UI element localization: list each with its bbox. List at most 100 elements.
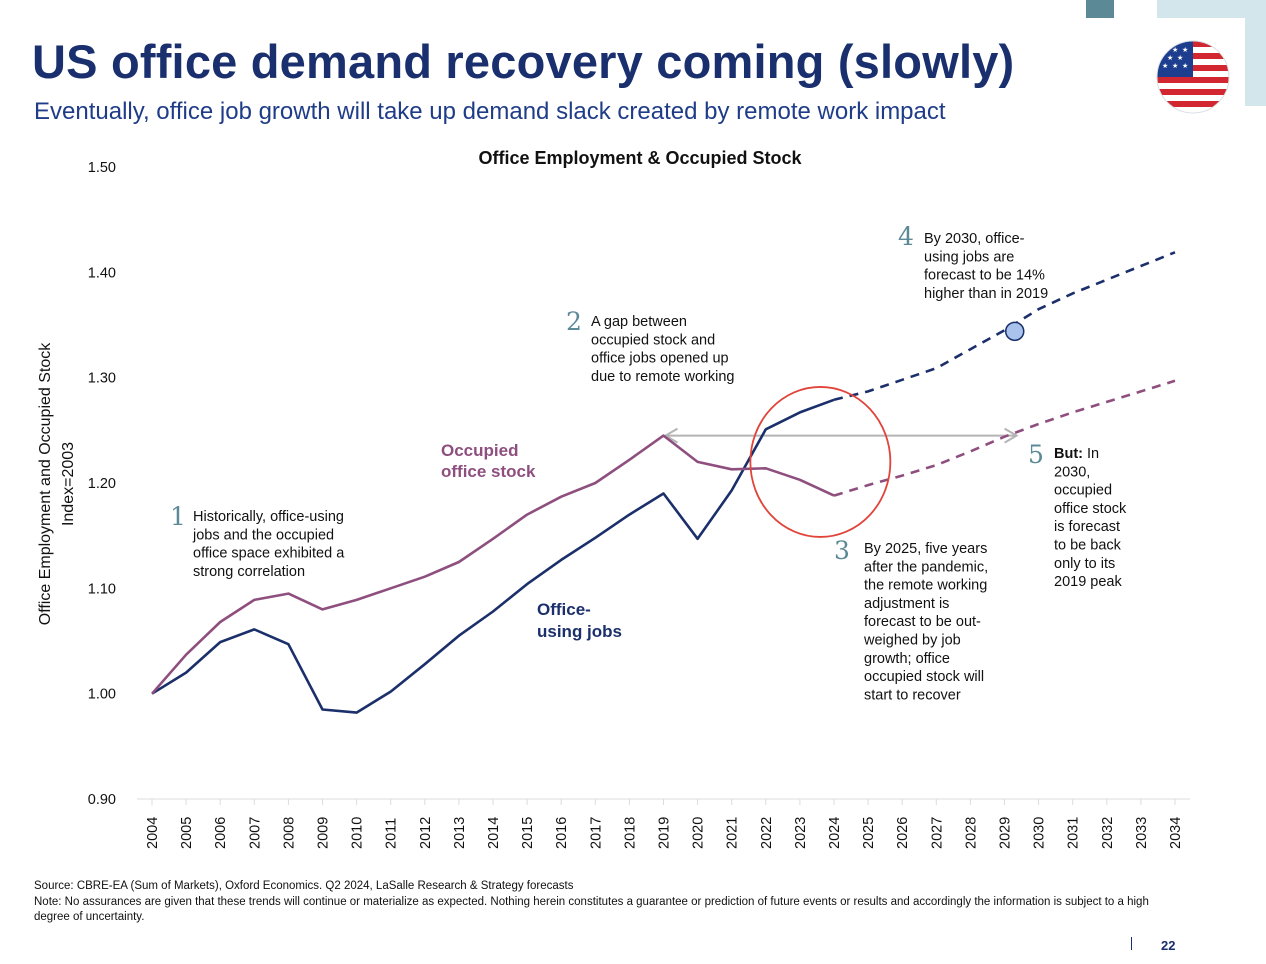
x-tick-label: 2032 [1100, 817, 1116, 849]
annotation-4-number: 4 [898, 222, 914, 251]
y-tick-label: 1.00 [88, 687, 116, 703]
annotation-3-line: adjustment is [864, 596, 949, 612]
us-flag-icon: ★ ★ ★ ★ ★ ★ ★ ★ [1156, 40, 1230, 114]
x-tick-label: 2025 [861, 817, 877, 849]
x-axis-ticks: 2004 2005 2006 2007 2008 2009 2010 2011 2012 2013… [145, 799, 1184, 849]
x-tick-label: 2030 [1032, 817, 1048, 849]
stock-actual-line [151, 434, 835, 695]
annotation-2-line: A gap between [591, 314, 687, 330]
annotation-2-line: office jobs opened up [591, 351, 729, 367]
annotation-5-line: 2019 peak [1054, 574, 1122, 590]
annotation-5-number: 5 [1028, 440, 1044, 469]
jobs-forecast-line [833, 251, 1176, 402]
x-tick-label: 2008 [281, 817, 297, 849]
annotation-3-text: By 2025, five years after the pandemic, … [863, 541, 992, 703]
x-tick-label: 2018 [622, 817, 638, 849]
annotation-3-line: weighed by job [863, 633, 961, 649]
annotation-2-text: A gap between occupied stock and office … [591, 314, 734, 385]
jobs-actual-line [151, 398, 835, 714]
annotation-1-line: office space exhibited a [193, 546, 345, 562]
x-tick-label: 2007 [247, 817, 263, 849]
gap-arrow [663, 427, 1019, 444]
x-tick-label: 2012 [418, 817, 434, 849]
y-tick-label: 0.90 [88, 792, 116, 808]
annotation-4: 4 By 2030, office- using jobs are foreca… [898, 222, 1049, 302]
y-tick-label: 1.50 [88, 160, 116, 176]
annotation-5-line: is forecast [1054, 519, 1120, 535]
x-tick-label: 2016 [554, 817, 570, 849]
annotation-3-line: By 2025, five years [864, 541, 987, 557]
y-tick-label: 1.20 [88, 476, 116, 492]
svg-text:★: ★ [1182, 46, 1188, 54]
stock-forecast-line [833, 379, 1176, 497]
x-tick-label: 2029 [998, 817, 1014, 849]
annotation-3-line: after the pandemic, [864, 559, 988, 575]
svg-text:★: ★ [1162, 46, 1168, 54]
page-title: US office demand recovery coming (slowly… [32, 35, 1015, 88]
svg-text:★: ★ [1162, 62, 1168, 70]
x-tick-label: 2027 [929, 817, 945, 849]
recovery-highlight-circle [749, 386, 892, 538]
annotation-3-line: the remote working [864, 578, 987, 594]
annotation-3-number: 3 [834, 536, 850, 565]
x-tick-label: 2005 [179, 817, 195, 849]
stock-series-label-line1: Occupied [441, 441, 518, 460]
annotation-5-bold: But: [1054, 446, 1083, 462]
annotation-3-line: growth; office [864, 651, 950, 667]
x-tick-label: 2011 [384, 818, 400, 849]
annotation-1-text: Historically, office-using jobs and the … [192, 509, 348, 580]
svg-text:★: ★ [1172, 46, 1178, 54]
x-tick-label: 2028 [963, 817, 979, 849]
page-number: 22 [1161, 938, 1176, 953]
svg-text:★: ★ [1177, 54, 1183, 62]
footer-source: Source: CBRE-EA (Sum of Markets), Oxford… [34, 880, 574, 892]
annotation-1-number: 1 [170, 502, 186, 531]
annotation-5-line: In [1083, 446, 1099, 462]
x-tick-label: 2004 [145, 817, 161, 849]
x-tick-label: 2022 [759, 817, 775, 849]
annotation-2-line: occupied stock and [591, 332, 715, 348]
jobs-series-label-line1: Office- [537, 600, 591, 619]
annotation-1-line: strong correlation [193, 564, 305, 580]
annotation-3-line: occupied stock will [864, 669, 984, 685]
annotation-3-line: start to recover [864, 687, 961, 703]
x-tick-label: 2010 [350, 817, 366, 849]
annotation-3: 3 By 2025, five years after the pandemic… [834, 536, 992, 703]
x-tick-label: 2006 [213, 817, 229, 849]
x-tick-label: 2021 [725, 817, 741, 849]
x-tick-label: 2019 [657, 817, 673, 849]
x-tick-label: 2013 [452, 817, 468, 849]
y-tick-label: 1.10 [88, 581, 116, 597]
x-tick-label: 2023 [793, 817, 809, 849]
page-number-divider [1131, 937, 1132, 950]
x-tick-label: 2014 [486, 817, 502, 849]
x-tick-label: 2033 [1134, 817, 1150, 849]
annotation-5-line: to be back [1054, 538, 1122, 554]
y-axis-sublabel: Index=2003 [60, 442, 77, 526]
jobs-series-label-line2: using jobs [537, 622, 622, 641]
annotation-2: 2 A gap between occupied stock and offic… [566, 307, 734, 385]
annotation-2-number: 2 [566, 307, 582, 336]
annotation-5-line: office stock [1054, 501, 1127, 517]
page-subtitle: Eventually, office job growth will take … [34, 98, 946, 125]
x-tick-label: 2031 [1066, 817, 1082, 849]
annotation-3-line: forecast to be out- [864, 614, 981, 630]
annotation-5-line: 2030, [1054, 464, 1090, 480]
y-axis-ticks: 0.90 1.00 1.10 1.20 1.30 1.40 1.50 [88, 160, 116, 808]
annotation-1: 1 Historically, office-using jobs and th… [170, 502, 348, 580]
footer-note: Note: No assurances are given that these… [34, 896, 1149, 923]
gap-arrow-head-right [1004, 427, 1019, 444]
y-tick-label: 1.40 [88, 265, 116, 281]
decorative-corner-block-teal [1086, 0, 1114, 18]
annotation-1-line: Historically, office-using [193, 509, 344, 525]
annotation-4-text: By 2030, office- using jobs are forecast… [924, 231, 1049, 302]
annotation-4-line: forecast to be 14% [924, 268, 1045, 284]
annotation-5-line: occupied [1054, 483, 1112, 499]
annotation-4-line: By 2030, office- [924, 231, 1025, 247]
x-tick-label: 2017 [588, 817, 604, 849]
svg-text:★: ★ [1167, 54, 1173, 62]
annotation-5: 5 But: In 2030, occupied office stock is… [1028, 440, 1130, 590]
x-tick-label: 2015 [520, 817, 536, 849]
annotation-5-text: But: In 2030, occupied office stock is f… [1054, 446, 1130, 590]
annotation-2-line: due to remote working [591, 369, 734, 385]
